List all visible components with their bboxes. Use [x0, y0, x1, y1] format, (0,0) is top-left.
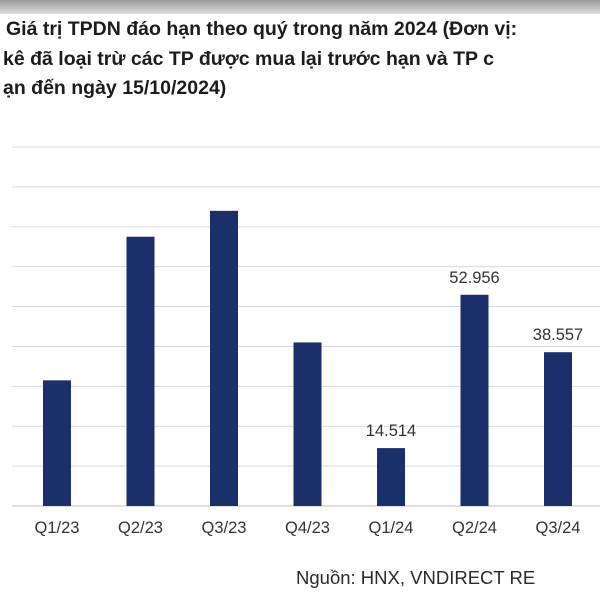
x-tick-label: Q3/23: [202, 519, 247, 537]
chart-title: Giá trị TPDN đáo hạn theo quý trong năm …: [0, 10, 600, 106]
chart-title-line-2: kê đã loại trừ các TP được mua lại trước…: [3, 48, 494, 70]
chart-title-line-1: Giá trị TPDN đáo hạn theo quý trong năm …: [6, 18, 518, 40]
bar-q2-23: [126, 236, 155, 506]
bar-q1-24: [377, 448, 405, 506]
x-tick-label: Q4/23: [285, 519, 330, 537]
data-label: 14.514: [366, 422, 416, 440]
x-tick-label: Q2/23: [118, 519, 163, 537]
source-note: Nguồn: HNX, VNDIRECT RE: [296, 567, 536, 588]
bar-q4-23: [293, 342, 322, 506]
bar-q2-24: [460, 294, 489, 506]
bar-q3-23: [210, 210, 238, 507]
bar-q1-23: [43, 380, 71, 506]
top-decorative-strip: [0, 0, 600, 14]
x-tick-label: Q1/23: [35, 519, 80, 537]
bar-q3-24: [544, 352, 572, 506]
x-tick-label: Q1/24: [369, 519, 414, 537]
data-label: 38.557: [533, 326, 583, 344]
x-tick-label: Q2/24: [452, 519, 497, 537]
data-label: 52.956: [449, 269, 499, 287]
chart-title-line-3: ạn đến ngày 15/10/2024): [3, 77, 227, 99]
x-tick-label: Q3/24: [536, 519, 581, 537]
